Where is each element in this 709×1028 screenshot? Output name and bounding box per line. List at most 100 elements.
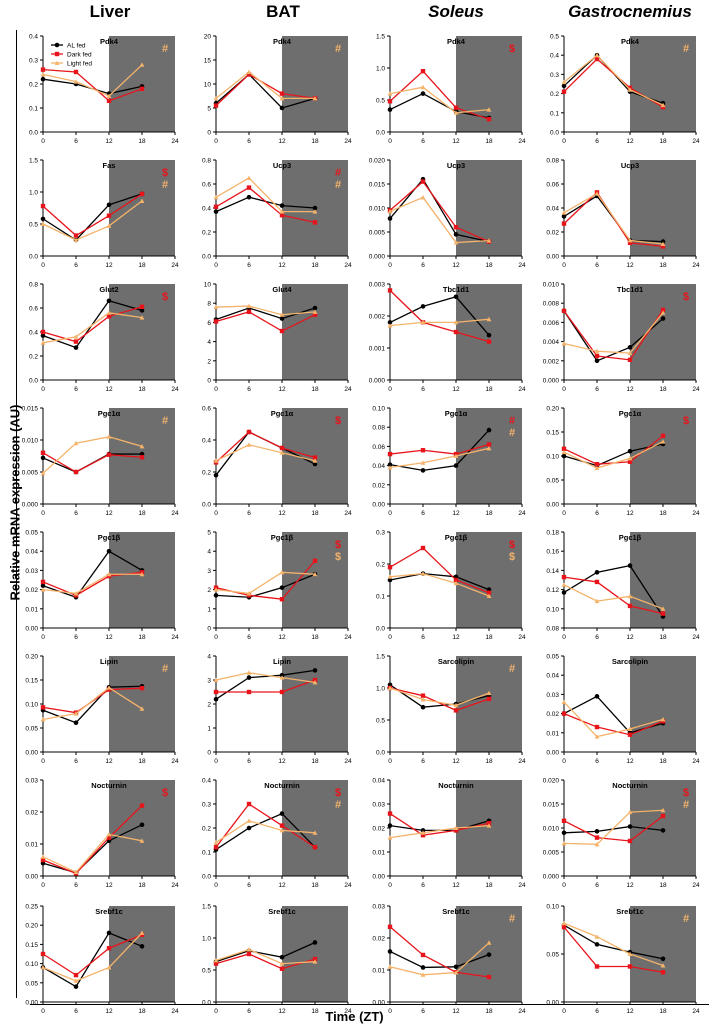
data-point: [387, 91, 393, 96]
y-tick-label: 5: [207, 530, 211, 537]
series-line-al: [389, 178, 490, 243]
x-tick-label: 18: [659, 1008, 667, 1015]
data-point: [453, 580, 459, 586]
x-tick-label: 0: [214, 510, 218, 517]
data-point: [246, 429, 252, 435]
panel-liver-glut2: 0.0 0.2 0.4 0.6 0.8 0 6 12 18 24 Glut2 $: [29, 282, 179, 394]
y-tick-label: 0.01: [546, 730, 559, 737]
y-tick-label: 0.4: [29, 330, 38, 337]
data-point: [40, 470, 46, 476]
data-point: [40, 76, 46, 82]
data-point: [561, 818, 567, 823]
x-tick-label: 0: [388, 1008, 392, 1015]
data-point: [561, 582, 567, 587]
data-point: [387, 574, 393, 579]
x-tick-label: 24: [171, 882, 179, 889]
data-point: [486, 107, 492, 112]
y-tick-label: 0.05: [546, 952, 559, 959]
data-point: [420, 320, 426, 325]
series-line-light: [389, 824, 490, 839]
legend: AL fed Dark fed Light fed: [51, 43, 92, 68]
x-tick-label: 18: [311, 882, 319, 889]
x-tick-label: 18: [485, 1008, 493, 1015]
x-tick-label: 12: [452, 138, 460, 145]
data-point: [660, 963, 666, 968]
y-tick-label: 2: [207, 587, 211, 594]
x-tick-label: 0: [388, 758, 392, 765]
data-point: [312, 309, 318, 314]
series-line-al: [215, 669, 316, 700]
x-tick-label: 0: [41, 634, 45, 641]
x-tick-label: 24: [518, 510, 526, 517]
series-line-dark: [216, 679, 316, 693]
y-tick-label: 0: [207, 626, 211, 633]
x-tick-label: 0: [562, 758, 566, 765]
data-point: [561, 446, 567, 451]
data-point: [213, 677, 219, 682]
data-point: [139, 930, 145, 935]
data-point: [246, 818, 252, 823]
x-tick-label: 12: [452, 758, 460, 765]
y-tick-label: 0.0: [29, 254, 38, 261]
y-tick-label: 0.00: [25, 1000, 38, 1007]
y-tick-label: 0.10: [546, 606, 559, 613]
data-point: [279, 961, 285, 966]
y-tick-label: 0.010: [543, 282, 560, 289]
x-tick-label: 18: [138, 510, 146, 517]
data-point: [420, 179, 426, 184]
y-tick-label: 0.05: [25, 726, 38, 733]
legend-label: Dark fed: [67, 52, 92, 59]
y-tick-label: 2: [207, 702, 211, 709]
y-tick-label: 0.015: [543, 802, 560, 809]
data-point: [139, 86, 145, 91]
panel-title: Srebf1c: [95, 907, 123, 916]
x-tick-label: 18: [485, 758, 493, 765]
series-line-al: [215, 73, 316, 109]
data-point: [453, 702, 459, 708]
header-soleus: Soleus: [428, 2, 484, 21]
data-point: [486, 117, 492, 122]
data-point: [279, 675, 285, 680]
y-tick-label: 0.015: [22, 406, 39, 413]
y-tick-label: 0.0: [376, 750, 385, 757]
panel-gastrocnemius-sarcolipin: 0.00 0.01 0.02 0.03 0.04 0.05 0 6 12 18 24 Sarcolip…: [546, 654, 700, 766]
series-line-al: [563, 924, 664, 960]
panel-liver-pgc1α: 0.000 0.005 0.010 0.015 0 6 12 18 24 Pgc1α #: [22, 406, 179, 518]
data-point: [387, 565, 393, 570]
x-tick-label: 18: [659, 758, 667, 765]
data-point: [387, 288, 393, 293]
y-tick-label: 0.15: [546, 430, 559, 437]
x-tick-label: 0: [388, 634, 392, 641]
y-tick-label: 0.005: [543, 850, 560, 857]
y-tick-label: 6: [207, 320, 211, 327]
series-line-light: [563, 809, 664, 845]
x-tick-label: 0: [388, 510, 392, 517]
data-point: [73, 334, 79, 339]
y-tick-label: 0.000: [543, 874, 560, 881]
data-point: [312, 668, 318, 673]
header-liver: Liver: [89, 2, 131, 21]
data-point: [106, 298, 112, 304]
y-tick-label: 0.18: [546, 530, 559, 537]
data-point: [627, 593, 633, 599]
data-point: [246, 689, 252, 695]
data-point: [73, 233, 79, 238]
y-tick-label: 0.1: [376, 594, 385, 601]
series-line-light: [563, 922, 664, 967]
y-tick-label: 0.00: [546, 750, 559, 757]
y-tick-label: 0.1: [550, 110, 559, 117]
data-point: [73, 711, 79, 716]
data-point: [106, 213, 112, 218]
panel-title: Pdk4: [447, 37, 466, 46]
data-point: [627, 350, 633, 356]
series-line-dark: [42, 934, 143, 976]
x-tick-label: 18: [659, 510, 667, 517]
x-tick-label: 6: [247, 510, 251, 517]
y-tick-label: 0.8: [29, 282, 38, 289]
data-point: [561, 840, 567, 846]
y-tick-label: 0.00: [25, 750, 38, 757]
data-point: [420, 91, 426, 96]
x-tick-label: 0: [214, 758, 218, 765]
y-tick-label: 1.0: [376, 686, 385, 693]
x-tick-label: 12: [105, 758, 113, 765]
